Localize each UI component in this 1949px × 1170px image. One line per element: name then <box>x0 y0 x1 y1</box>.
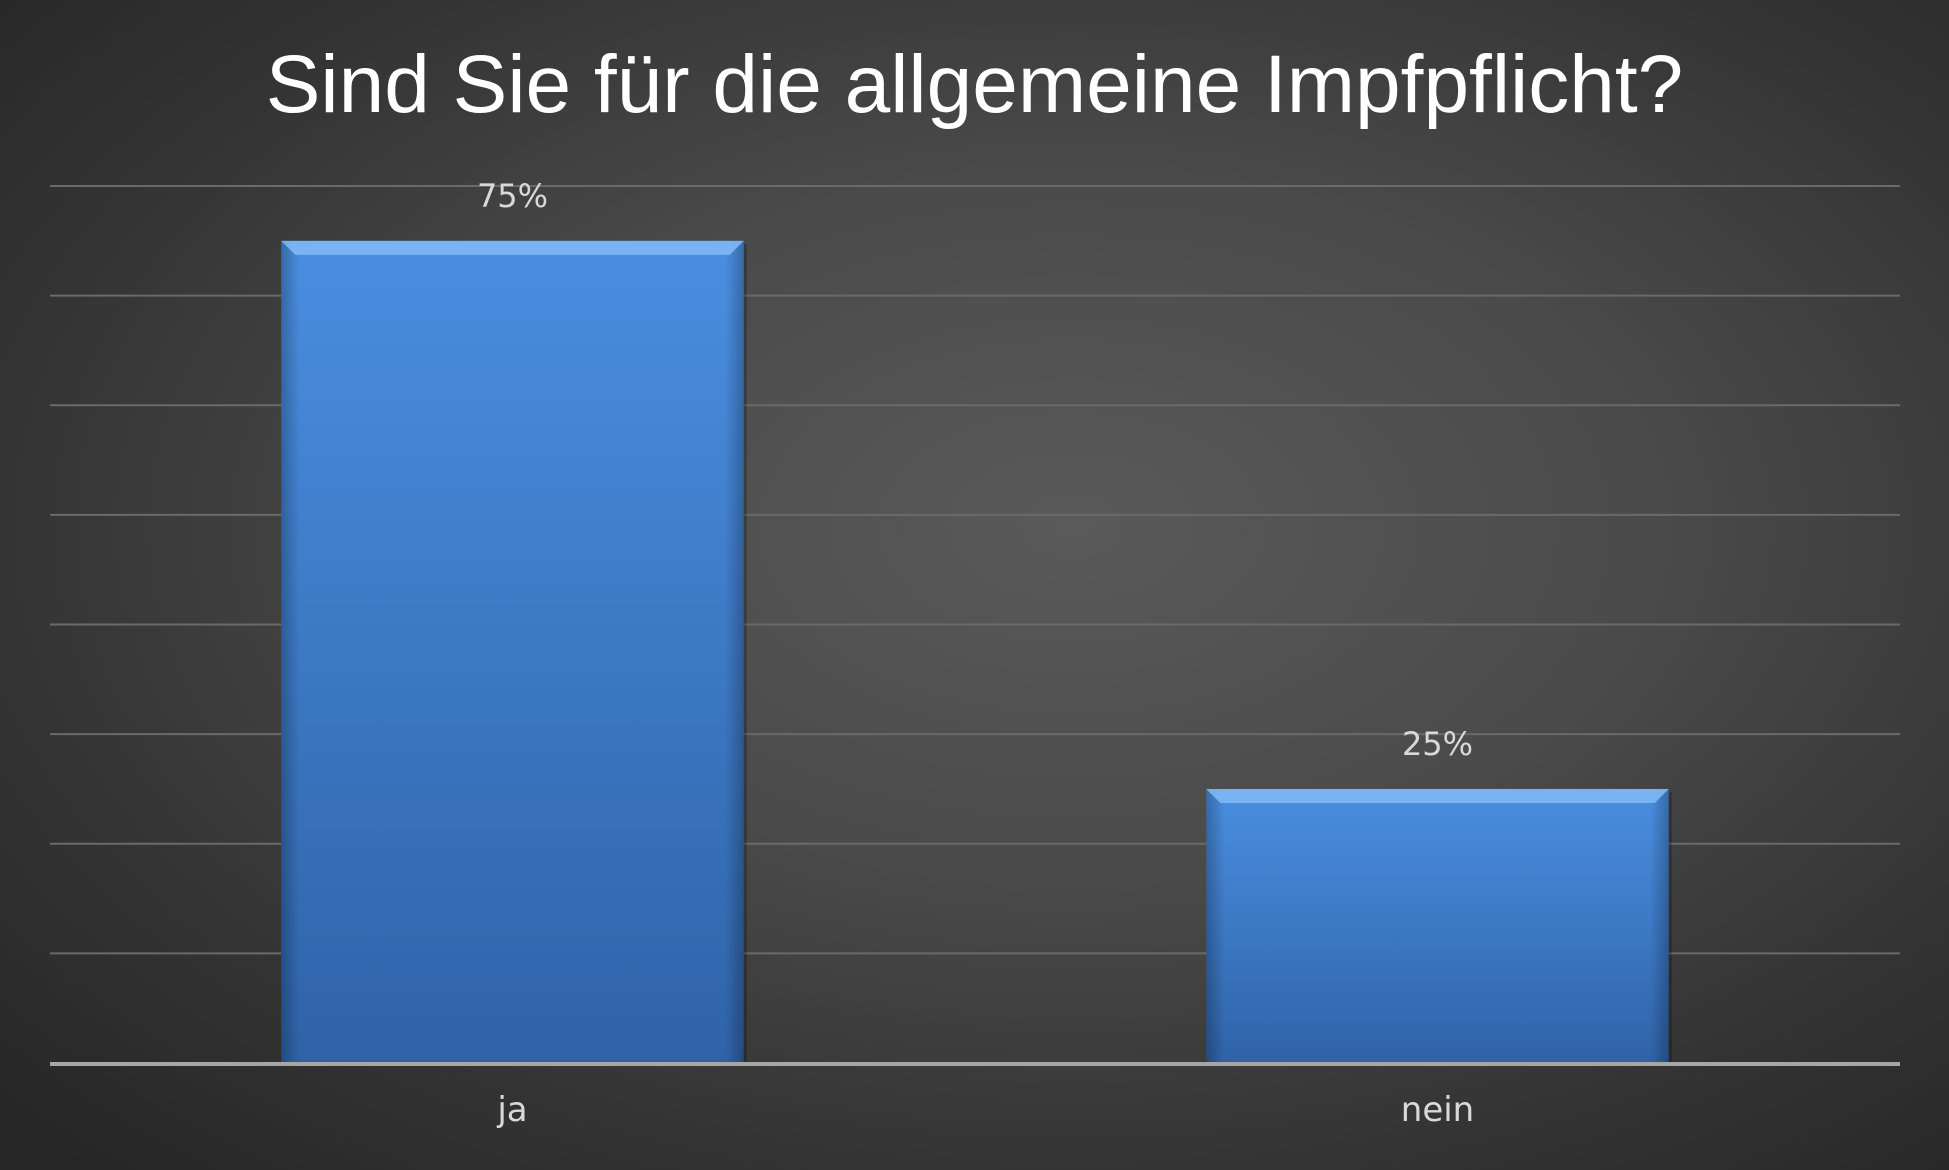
labels: 75% ja 25% nein <box>477 177 1474 1130</box>
bar-ja <box>281 240 747 1066</box>
data-label-nein: 25% <box>1402 725 1473 763</box>
bar-nein <box>1206 788 1672 1066</box>
bar-bevel <box>1206 788 1669 803</box>
bars <box>281 240 1672 1066</box>
chart-title: Sind Sie für die allgemeine Impfpflicht? <box>265 39 1684 130</box>
category-label-ja: ja <box>496 1090 527 1130</box>
category-label-nein: nein <box>1401 1090 1474 1130</box>
bar-bevel <box>281 240 744 255</box>
bar-edge-shade <box>1206 788 1669 1063</box>
data-label-ja: 75% <box>477 177 548 215</box>
bar-edge-shade <box>281 240 744 1063</box>
